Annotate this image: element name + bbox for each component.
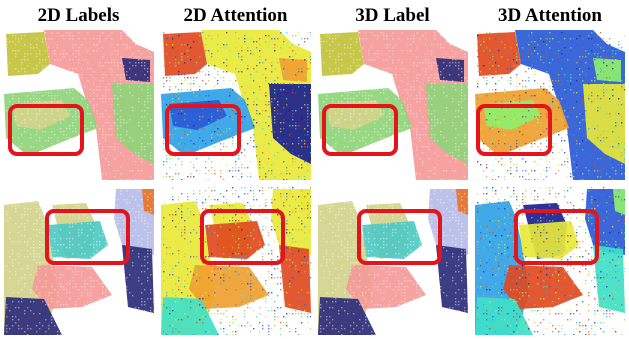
- point-cloud-2d-labels-scene-1: [4, 30, 154, 180]
- panel-3d-label-scene-2: [318, 185, 468, 335]
- panel-3d-attention-scene-1: [475, 30, 625, 180]
- point-cloud-2d-attention-scene-2: [161, 187, 311, 335]
- point-cloud-3d-attention-scene-1: [475, 30, 625, 180]
- panel-2d-labels-scene-1: [4, 30, 154, 180]
- point-cloud-3d-label-scene-1: [318, 30, 468, 180]
- panel-2d-labels-scene-2: [4, 185, 154, 335]
- panel-3d-attention-scene-2: [475, 185, 625, 335]
- column-title-2d-attention: 2D Attention: [183, 5, 288, 26]
- point-cloud-3d-label-scene-2: [318, 187, 468, 335]
- panel-2d-attention-scene-1: [161, 30, 311, 180]
- column-title-2d-labels: 2D Labels: [37, 5, 120, 26]
- panel-3d-label-scene-1: [318, 30, 468, 180]
- column-title-3d-label: 3D Label: [355, 5, 430, 26]
- point-cloud-2d-labels-scene-2: [4, 187, 154, 335]
- column-title-3d-attention: 3D Attention: [498, 5, 602, 26]
- point-cloud-2d-attention-scene-1: [161, 30, 311, 180]
- point-cloud-3d-attention-scene-2: [475, 187, 625, 335]
- panel-2d-attention-scene-2: [161, 185, 311, 335]
